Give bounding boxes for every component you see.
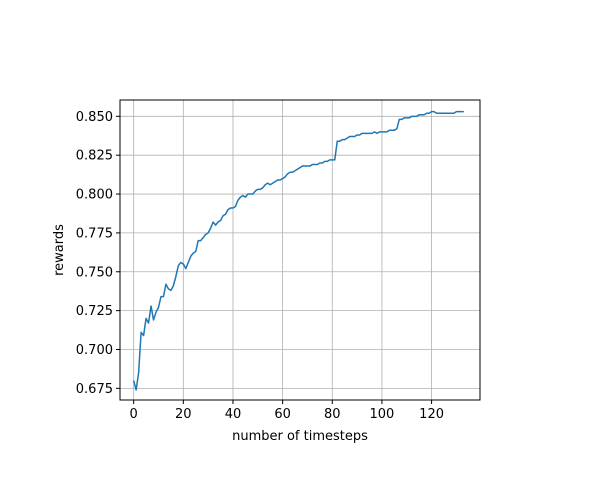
y-tick-label: 0.725 xyxy=(76,304,113,319)
y-tick-label: 0.800 xyxy=(76,188,113,203)
y-tick-label: 0.750 xyxy=(76,265,113,280)
x-tick-label: 20 xyxy=(175,407,192,422)
y-tick-label: 0.675 xyxy=(76,382,113,397)
y-axis-ticks: 0.675 0.700 0.725 0.750 0.775 0.800 0.825 0.850 xyxy=(76,110,120,397)
x-tick-label: 40 xyxy=(225,407,242,422)
grid xyxy=(120,100,480,400)
plot-frame xyxy=(119,99,481,401)
y-tick-label: 0.825 xyxy=(76,149,113,164)
x-tick-label: 120 xyxy=(419,407,444,422)
y-axis-label: rewards xyxy=(52,224,67,276)
series-line xyxy=(132,110,464,391)
x-tick-label: 80 xyxy=(324,407,341,422)
x-axis-label: number of timesteps xyxy=(232,429,368,444)
y-tick-label: 0.700 xyxy=(76,343,113,358)
series-layer xyxy=(132,110,464,391)
y-tick-label: 0.850 xyxy=(76,110,113,125)
x-axis-ticks: 0 20 40 60 80 100 120 xyxy=(130,400,444,422)
y-tick-label: 0.775 xyxy=(76,226,113,241)
x-tick-label: 0 xyxy=(130,407,138,422)
x-tick-label: 60 xyxy=(274,407,291,422)
x-tick-label: 100 xyxy=(370,407,395,422)
